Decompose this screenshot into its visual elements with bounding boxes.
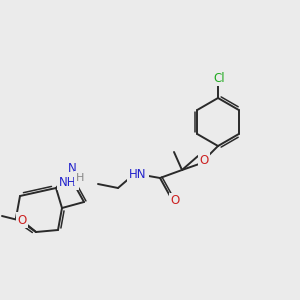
Text: O: O (170, 194, 180, 208)
Text: O: O (200, 154, 208, 166)
Text: H: H (76, 173, 84, 183)
Text: HN: HN (129, 167, 147, 181)
Text: Cl: Cl (213, 71, 225, 85)
Text: NH: NH (59, 176, 77, 188)
Text: N: N (68, 161, 76, 175)
Text: O: O (17, 214, 27, 226)
